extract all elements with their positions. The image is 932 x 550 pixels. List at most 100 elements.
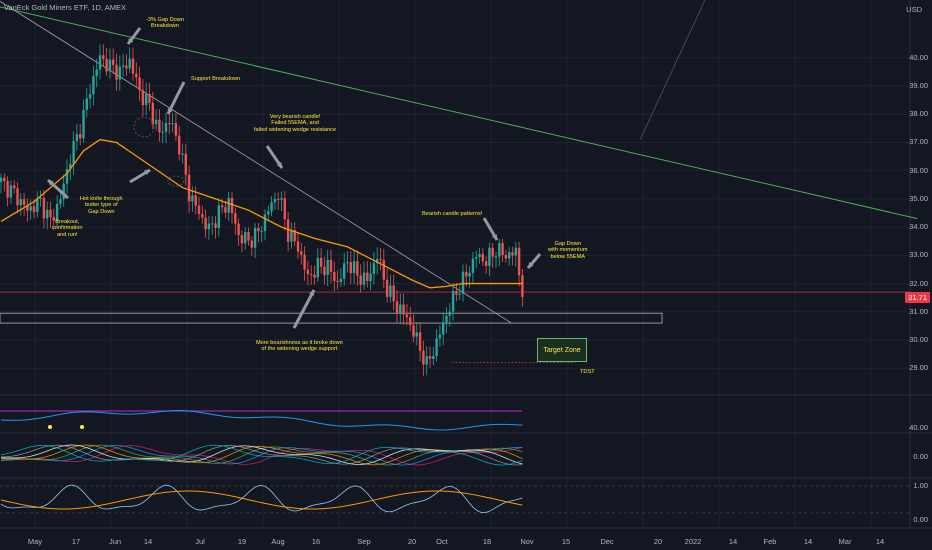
annotation-support-breakdown: Support Breakdown — [191, 76, 241, 82]
candle-body — [323, 266, 326, 276]
candle-body — [432, 356, 435, 360]
candle-body — [230, 197, 234, 214]
candle-body — [362, 272, 366, 285]
x-tick-label: 17 — [71, 537, 81, 546]
candle-body — [273, 198, 277, 203]
circle-marker — [167, 175, 185, 187]
candle-body — [164, 123, 168, 132]
candle-body — [98, 55, 102, 70]
annotation-very-bearish: Very bearish candle! Failed 55EMA, and f… — [254, 114, 337, 133]
x-tick-label: 20 — [653, 537, 663, 546]
candle-body — [366, 272, 369, 281]
arrow-patterns-head — [491, 234, 497, 240]
x-tick-label: 15 — [561, 537, 571, 546]
candle-body — [181, 153, 184, 155]
x-tick-label: May — [27, 537, 43, 546]
candle-body — [465, 271, 468, 277]
candle-body — [405, 314, 409, 318]
green-trendline — [0, 6, 918, 220]
signal-dot — [80, 425, 84, 429]
indicator3-slow — [0, 490, 523, 510]
candle-body — [488, 247, 491, 266]
x-tick-label: Jun — [108, 537, 122, 546]
symbol-title: VanEck Gold Miners ETF, 1D, AMEX — [4, 3, 126, 12]
candle-body — [234, 213, 237, 224]
candle-body — [310, 274, 313, 276]
candle-body — [521, 275, 524, 297]
candle-body — [339, 278, 343, 282]
candle-body — [372, 263, 376, 274]
candle-body — [263, 214, 267, 232]
candle-body — [88, 94, 92, 99]
y-tick-label: 36.00 — [909, 165, 928, 175]
candle-body — [491, 247, 494, 257]
candle-body — [395, 301, 399, 313]
annotation-gap-down-breakdown: -3% Gap Down Breakdown — [146, 17, 184, 30]
candle-body — [409, 317, 412, 326]
candle-body — [300, 251, 303, 255]
candle-body — [257, 228, 260, 232]
candle-body — [217, 205, 220, 228]
candle-body — [270, 202, 273, 212]
candle-body — [415, 332, 418, 337]
y-tick-label: 38.00 — [909, 109, 928, 119]
candle-body — [125, 65, 128, 69]
candle-body — [425, 356, 428, 365]
candle-body — [3, 177, 6, 181]
candle-body — [392, 285, 395, 302]
candle-body — [105, 58, 108, 72]
x-tick-label: Oct — [436, 537, 448, 546]
target-zone-box: Target Zone — [537, 338, 587, 362]
candle-body — [92, 76, 95, 95]
candle-body — [283, 198, 286, 220]
candle-body — [178, 135, 181, 155]
candle-body — [121, 65, 125, 67]
candle-body — [399, 304, 402, 313]
candle-body — [346, 262, 349, 264]
candle-body — [75, 134, 79, 142]
annotation-hot-knife: Hot knife through butter type of Gap Dow… — [80, 196, 123, 215]
candle-body — [29, 206, 32, 211]
candle-body — [445, 315, 448, 323]
candle-body — [376, 258, 379, 264]
y-tick-label: 33.00 — [909, 250, 928, 260]
candle-body — [504, 255, 508, 259]
candle-body — [484, 261, 488, 266]
x-tick-label: Feb — [763, 537, 777, 546]
candle-body — [379, 258, 382, 261]
candle-body — [280, 198, 283, 200]
signal-dot — [48, 425, 52, 429]
x-tick-label: 14 — [143, 537, 153, 546]
candle-body — [313, 274, 316, 278]
candle-body — [260, 231, 263, 233]
candle-body — [333, 271, 336, 281]
target-zone-rect — [0, 312, 663, 324]
x-tick-label: Nov — [520, 537, 534, 546]
candle-body — [253, 228, 257, 248]
candle-body — [329, 259, 333, 272]
y-tick-label: 34.00 — [909, 222, 928, 232]
candle-body — [204, 217, 207, 230]
candle-body — [145, 93, 148, 106]
candle-body — [247, 232, 250, 241]
candle-body — [336, 280, 339, 282]
candle-body — [343, 263, 346, 279]
candle-body — [296, 241, 300, 252]
candle-body — [42, 197, 46, 219]
y-tick-label: 35.00 — [909, 193, 928, 203]
arrow-gap-down-head — [128, 38, 134, 44]
candle-body — [511, 252, 514, 256]
x-tick-label: 20 — [407, 537, 417, 546]
candle-body — [471, 258, 475, 273]
arrow-support — [166, 81, 186, 115]
candle-body — [26, 204, 29, 211]
indicator1-line — [0, 410, 523, 431]
candle-body — [95, 69, 98, 77]
candle-body — [65, 168, 69, 184]
candle-body — [187, 174, 191, 202]
candle-body — [79, 134, 82, 139]
candle-body — [412, 325, 415, 337]
candle-body — [422, 350, 425, 365]
candle-body — [494, 256, 498, 258]
